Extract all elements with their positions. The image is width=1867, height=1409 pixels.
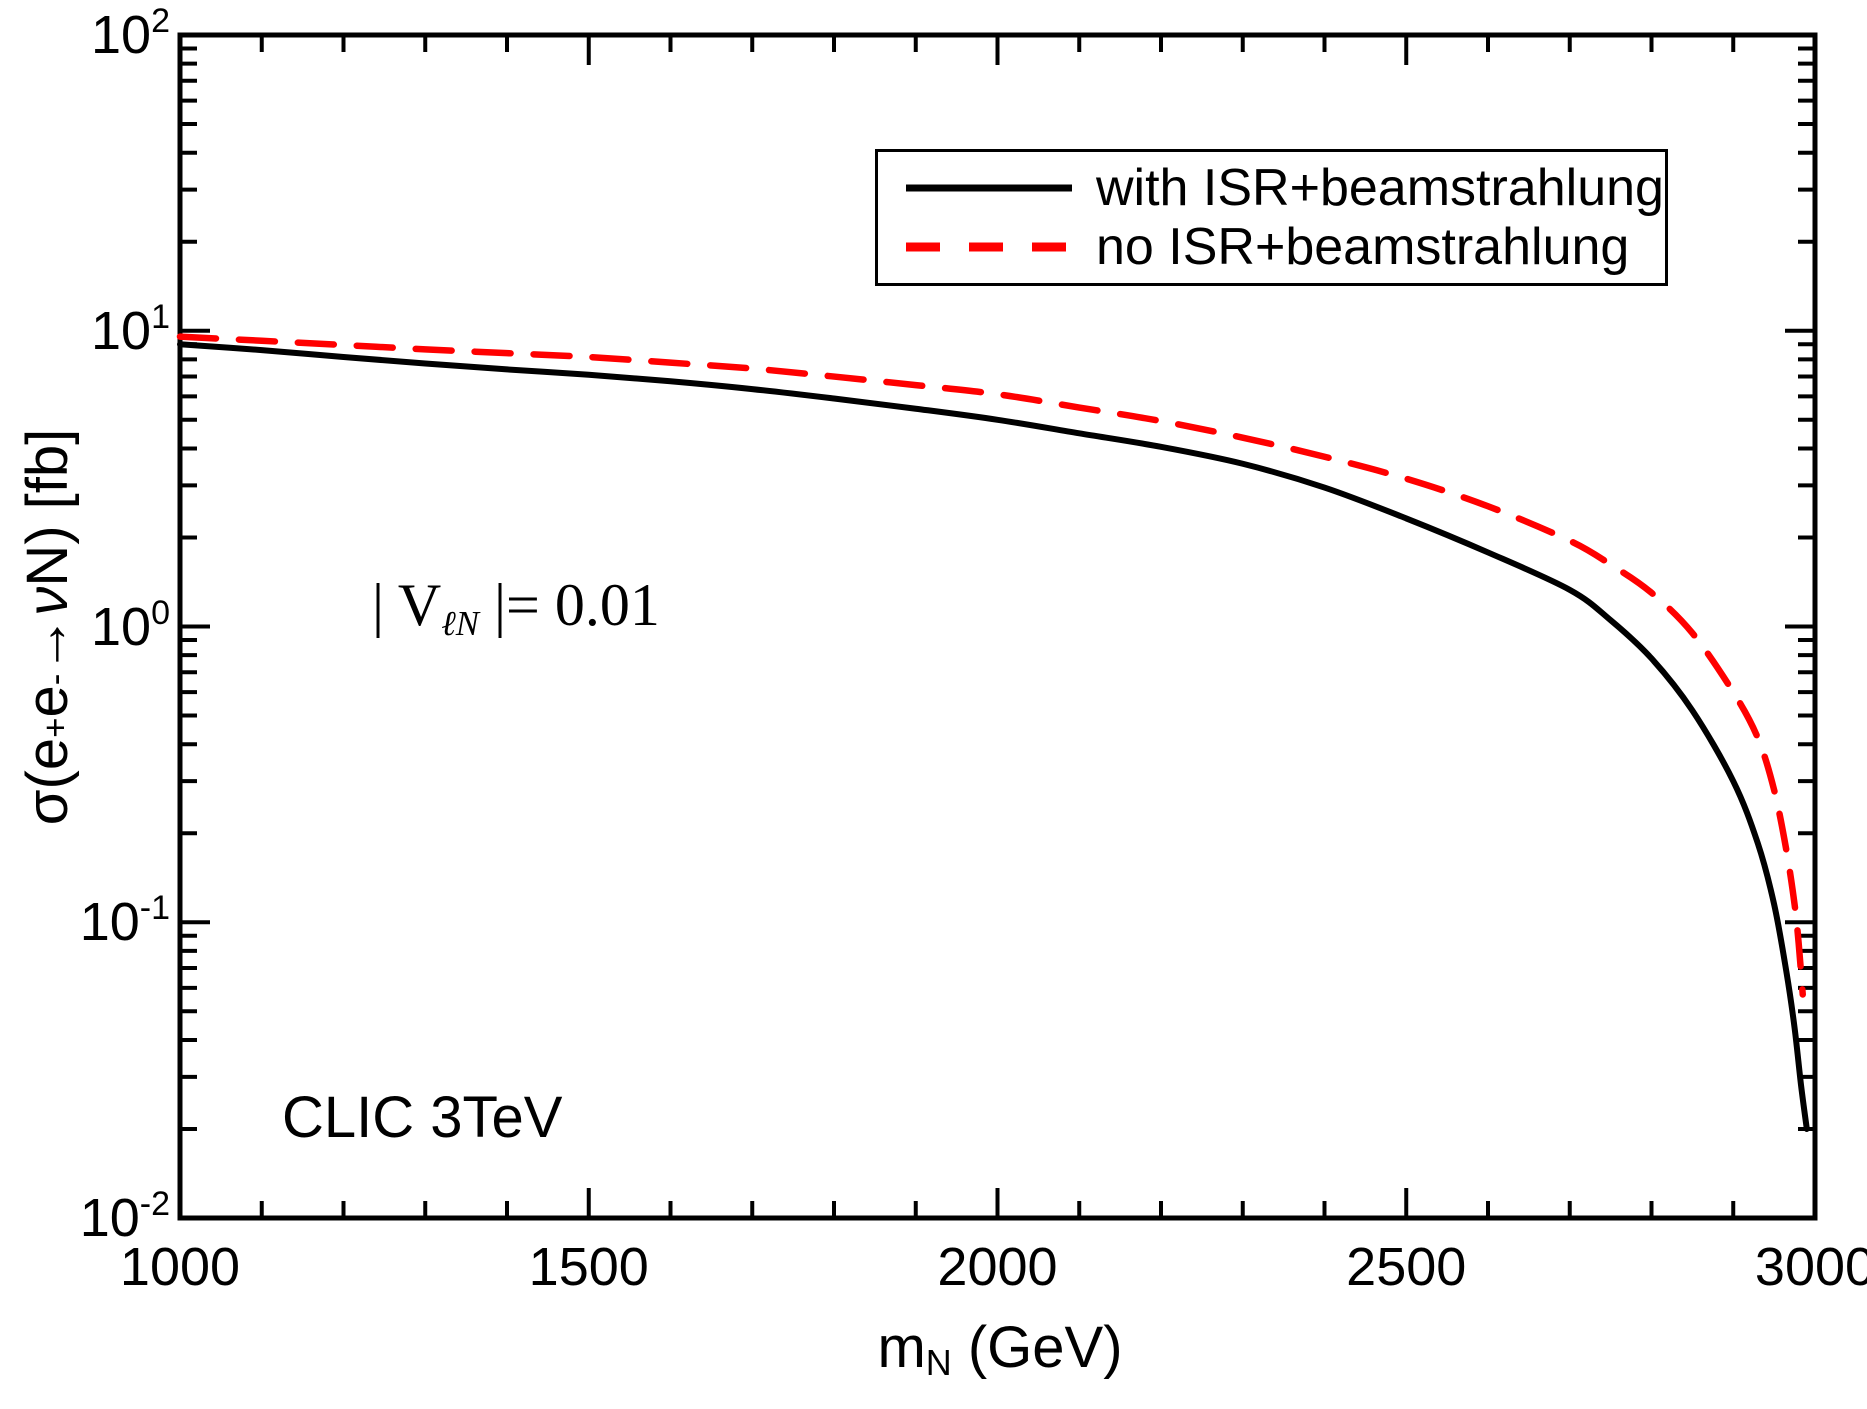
- legend-entry-no-isr: no ISR+beamstrahlung: [878, 221, 1665, 273]
- y-title-part: σ(e: [15, 737, 81, 826]
- x-tick-label: 3000: [1754, 1237, 1867, 1297]
- x-title-rest: (GeV): [951, 1315, 1123, 1380]
- y-title-sup-minus: -: [36, 673, 76, 686]
- legend-line-solid-icon: [906, 184, 1072, 192]
- x-title-sub: N: [925, 1341, 952, 1383]
- collider-annotation: CLIC 3TeV: [282, 1085, 563, 1150]
- x-tick-label: 1500: [528, 1237, 649, 1297]
- y-tick-label: 10 0: [91, 593, 170, 657]
- y-tick-label: 10 -2: [79, 1185, 170, 1248]
- y-title-part: N) [fb]: [15, 428, 81, 587]
- legend-line-dashed-icon: [906, 242, 1072, 252]
- y-title-part: e: [15, 685, 81, 718]
- x-tick-label: 2500: [1346, 1237, 1467, 1297]
- legend-box: with ISR+beamstrahlung no ISR+beamstrahl…: [875, 149, 1668, 286]
- coupling-prefix: | V: [372, 572, 442, 638]
- series-line-with-isr: [177, 341, 1810, 1132]
- y-tick-label: 10 2: [91, 2, 170, 65]
- legend-entry-with-isr: with ISR+beamstrahlung: [878, 162, 1665, 214]
- series-line-no-isr: [176, 333, 1806, 998]
- coupling-annotation: | VℓN |= 0.01: [372, 572, 660, 643]
- y-tick-label: 10 -1: [79, 889, 170, 953]
- x-title-main: m: [877, 1315, 926, 1380]
- coupling-suffix: |= 0.01: [478, 572, 660, 638]
- y-tick-label: 10 1: [91, 297, 170, 361]
- legend-label: no ISR+beamstrahlung: [1096, 217, 1630, 276]
- x-tick-label: 1000: [119, 1237, 241, 1297]
- legend-label: with ISR+beamstrahlung: [1096, 159, 1664, 218]
- y-title-sup-plus: +: [36, 717, 76, 738]
- coupling-subscript: ℓN: [441, 603, 479, 643]
- x-tick-label: 2000: [937, 1237, 1058, 1297]
- x-axis-title: mN (GeV): [770, 1315, 1230, 1383]
